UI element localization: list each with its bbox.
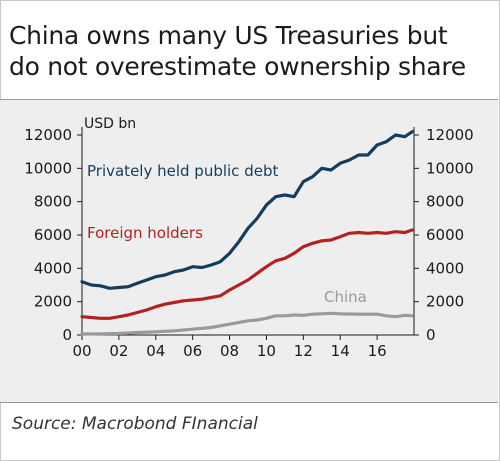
y-tick-label-left: 4000 bbox=[34, 259, 72, 277]
series-label-china: China bbox=[324, 288, 367, 306]
series-line-china bbox=[80, 311, 414, 336]
source-note: Source: Macrobond FInancial bbox=[12, 414, 258, 434]
source-divider bbox=[0, 402, 498, 403]
y-tick-label-right: 12000 bbox=[426, 126, 474, 144]
y-tick-label-right: 2000 bbox=[426, 293, 464, 311]
y-tick-label-right: 0 bbox=[426, 326, 436, 344]
x-tick-label: 06 bbox=[183, 342, 202, 360]
y-tick-label-left: 6000 bbox=[34, 226, 72, 244]
page-title: China owns many US Treasuries but do not… bbox=[9, 21, 466, 81]
series-line-privately-held bbox=[80, 130, 414, 290]
y-tick-label-right: 8000 bbox=[426, 193, 464, 211]
x-tick-label: 10 bbox=[257, 342, 276, 360]
y-tick-label-left: 8000 bbox=[34, 193, 72, 211]
y-tick-label-right: 10000 bbox=[426, 159, 474, 177]
plot-background bbox=[0, 100, 498, 402]
x-tick-label: 14 bbox=[331, 342, 350, 360]
y-tick-label-left: 0 bbox=[62, 326, 72, 344]
y-tick-label-right: 6000 bbox=[426, 226, 464, 244]
x-tick-label: 12 bbox=[294, 342, 313, 360]
x-tick-label: 16 bbox=[368, 342, 387, 360]
y-tick-label-left: 10000 bbox=[24, 159, 72, 177]
y-tick-label-left: 12000 bbox=[24, 126, 72, 144]
series-layer bbox=[80, 130, 414, 336]
series-label-privately-held: Privately held public debt bbox=[87, 162, 278, 180]
unit-label: USD bn bbox=[84, 116, 136, 132]
y-tick-label-right: 4000 bbox=[426, 259, 464, 277]
x-tick-label: 04 bbox=[146, 342, 165, 360]
series-label-foreign-holders: Foreign holders bbox=[87, 224, 203, 242]
x-tick-label: 08 bbox=[220, 342, 239, 360]
x-tick-label: 00 bbox=[72, 342, 91, 360]
x-tick-label: 02 bbox=[109, 342, 128, 360]
title-divider bbox=[0, 99, 498, 100]
y-tick-label-left: 2000 bbox=[34, 293, 72, 311]
series-line-foreign-holders bbox=[80, 228, 414, 320]
